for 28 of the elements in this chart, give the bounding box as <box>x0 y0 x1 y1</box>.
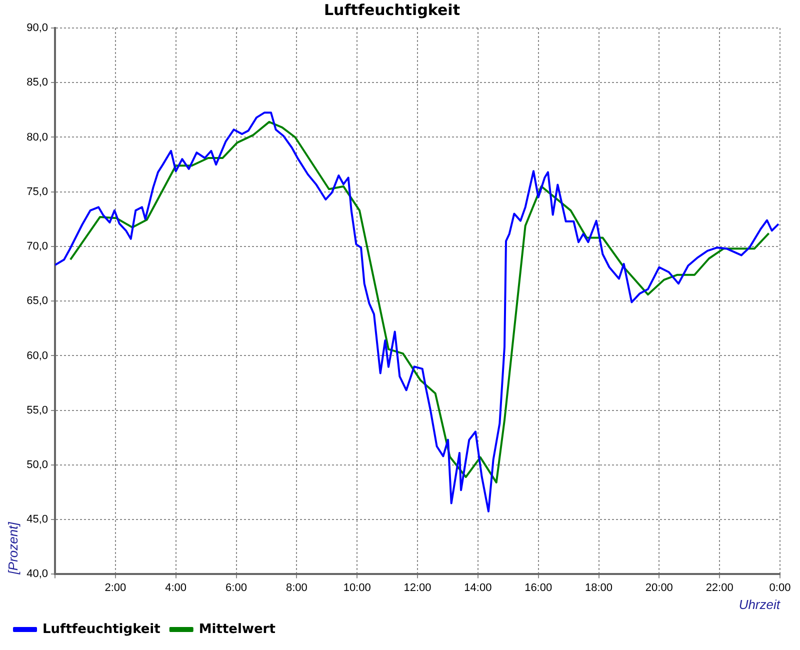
x-tick-label: 14:00 <box>464 582 492 594</box>
y-tick-label: 50,0 <box>26 458 48 471</box>
x-axis-title: Uhrzeit <box>738 596 782 612</box>
chart-title: Luftfeuchtigkeit <box>324 0 460 19</box>
x-tick-label: 22:00 <box>706 582 734 594</box>
y-tick-label: 65,0 <box>26 295 48 308</box>
legend-label: Mittelwert <box>198 622 276 637</box>
x-tick-label: 18:00 <box>584 582 613 594</box>
x-tick-label: 12:00 <box>404 582 432 594</box>
y-tick-label: 80,0 <box>26 131 48 144</box>
y-tick-label: 90,0 <box>26 22 48 34</box>
x-tick-label: 0:00 <box>769 582 791 594</box>
legend-label: Luftfeuchtigkeit <box>42 622 160 637</box>
x-tick-label: 16:00 <box>524 582 552 594</box>
y-tick-label: 70,0 <box>26 240 48 253</box>
y-tick-label: 40,0 <box>26 568 48 580</box>
x-tick-label: 10:00 <box>343 582 371 594</box>
x-tick-label: 8:00 <box>286 582 308 594</box>
x-tick-label: 20:00 <box>645 582 673 594</box>
y-tick-label: 75,0 <box>26 186 48 198</box>
x-tick-label: 6:00 <box>226 582 247 594</box>
y-tick-label: 60,0 <box>26 350 48 362</box>
y-tick-label: 55,0 <box>26 404 48 416</box>
x-tick-label: 2:00 <box>104 582 126 594</box>
x-tick-label: 4:00 <box>165 582 187 594</box>
y-axis-title: [Prozent] <box>5 522 20 576</box>
y-tick-label: 85,0 <box>26 76 48 89</box>
y-tick-label: 45,0 <box>26 514 48 526</box>
